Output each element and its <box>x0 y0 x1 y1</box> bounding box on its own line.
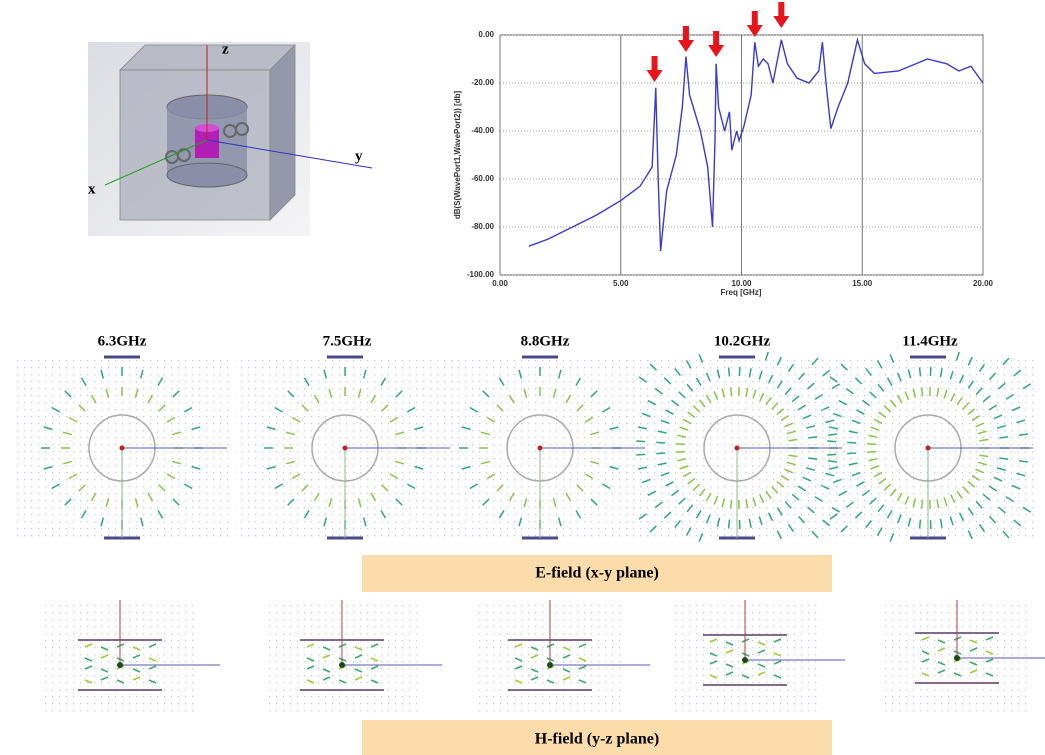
frequency-label: 7.5GHz <box>323 333 372 349</box>
x-tick-label: 20.00 <box>973 279 994 288</box>
figure-canvas: z y x Freq [GHz] dB(S(WavePort1,WavePort… <box>0 0 1045 755</box>
field-vector <box>731 500 732 509</box>
y-tick-label: 0.00 <box>478 30 494 39</box>
field-vector <box>867 444 876 445</box>
field-vector <box>676 444 685 445</box>
field-vector <box>656 442 665 443</box>
e-field-map <box>235 355 455 540</box>
field-vector <box>920 520 921 529</box>
field-vector <box>827 441 836 442</box>
peak-arrow <box>747 11 763 37</box>
center-dot <box>735 446 740 451</box>
field-vector <box>656 453 665 454</box>
frequency-label: 6.3GHz <box>98 333 147 349</box>
center-dot <box>926 446 931 451</box>
y-axis-label: dB(S(WavePort1,WavePort2)) [db] <box>453 91 462 220</box>
axis-label: z <box>222 41 229 57</box>
field-vector <box>636 441 645 442</box>
x-tick-label: 5.00 <box>613 279 629 288</box>
h-field-map <box>267 600 442 715</box>
y-tick-label: -100.00 <box>467 270 495 279</box>
field-vector <box>676 452 685 453</box>
h-field-map <box>670 600 845 715</box>
frequency-label: 8.8GHz <box>521 333 570 349</box>
center-dot <box>339 662 345 668</box>
center-dot <box>547 662 553 668</box>
field-vector <box>922 387 923 396</box>
h-field-map <box>882 600 1045 715</box>
x-tick-label: 10.00 <box>731 279 752 288</box>
e-field-caption: E-field (x-y plane) <box>535 565 659 582</box>
center-dot <box>120 446 125 451</box>
model-3d: z y x <box>88 41 372 236</box>
field-vector <box>922 500 923 509</box>
peak-arrow <box>773 2 789 28</box>
field-vector <box>636 454 645 455</box>
center-dot <box>538 446 543 451</box>
y-tick-label: -20.00 <box>471 78 494 87</box>
h-field-map <box>45 600 220 715</box>
x-tick-label: 0.00 <box>492 279 508 288</box>
e-field-map <box>430 355 650 540</box>
field-vector <box>867 452 876 453</box>
e-field-map <box>627 352 847 542</box>
field-vector <box>729 520 730 529</box>
h-field-map <box>475 600 650 715</box>
field-vector <box>847 453 856 454</box>
figure: z y x Freq [GHz] dB(S(WavePort1,WavePort… <box>0 0 1045 755</box>
frequency-label: 10.2GHz <box>714 333 771 349</box>
center-dot <box>742 657 748 663</box>
y-tick-label: -60.00 <box>471 174 494 183</box>
y-tick-label: -40.00 <box>471 126 494 135</box>
center-dot <box>343 446 348 451</box>
center-dot <box>117 662 123 668</box>
field-vector <box>847 442 856 443</box>
axis-label: x <box>88 181 96 197</box>
field-vector <box>920 367 921 376</box>
y-tick-label: -80.00 <box>471 222 494 231</box>
frequency-label: 11.4GHz <box>902 333 958 349</box>
field-vector <box>729 367 730 376</box>
x-axis-label: Freq [GHz] <box>721 288 762 297</box>
x-tick-label: 15.00 <box>852 279 873 288</box>
e-field-map <box>818 352 1038 542</box>
field-vector <box>731 387 732 396</box>
axis-label: y <box>355 148 363 164</box>
center-dot <box>954 655 960 661</box>
h-field-caption: H-field (y-z plane) <box>535 731 659 748</box>
e-field-map <box>12 355 232 540</box>
field-vector <box>827 454 836 455</box>
